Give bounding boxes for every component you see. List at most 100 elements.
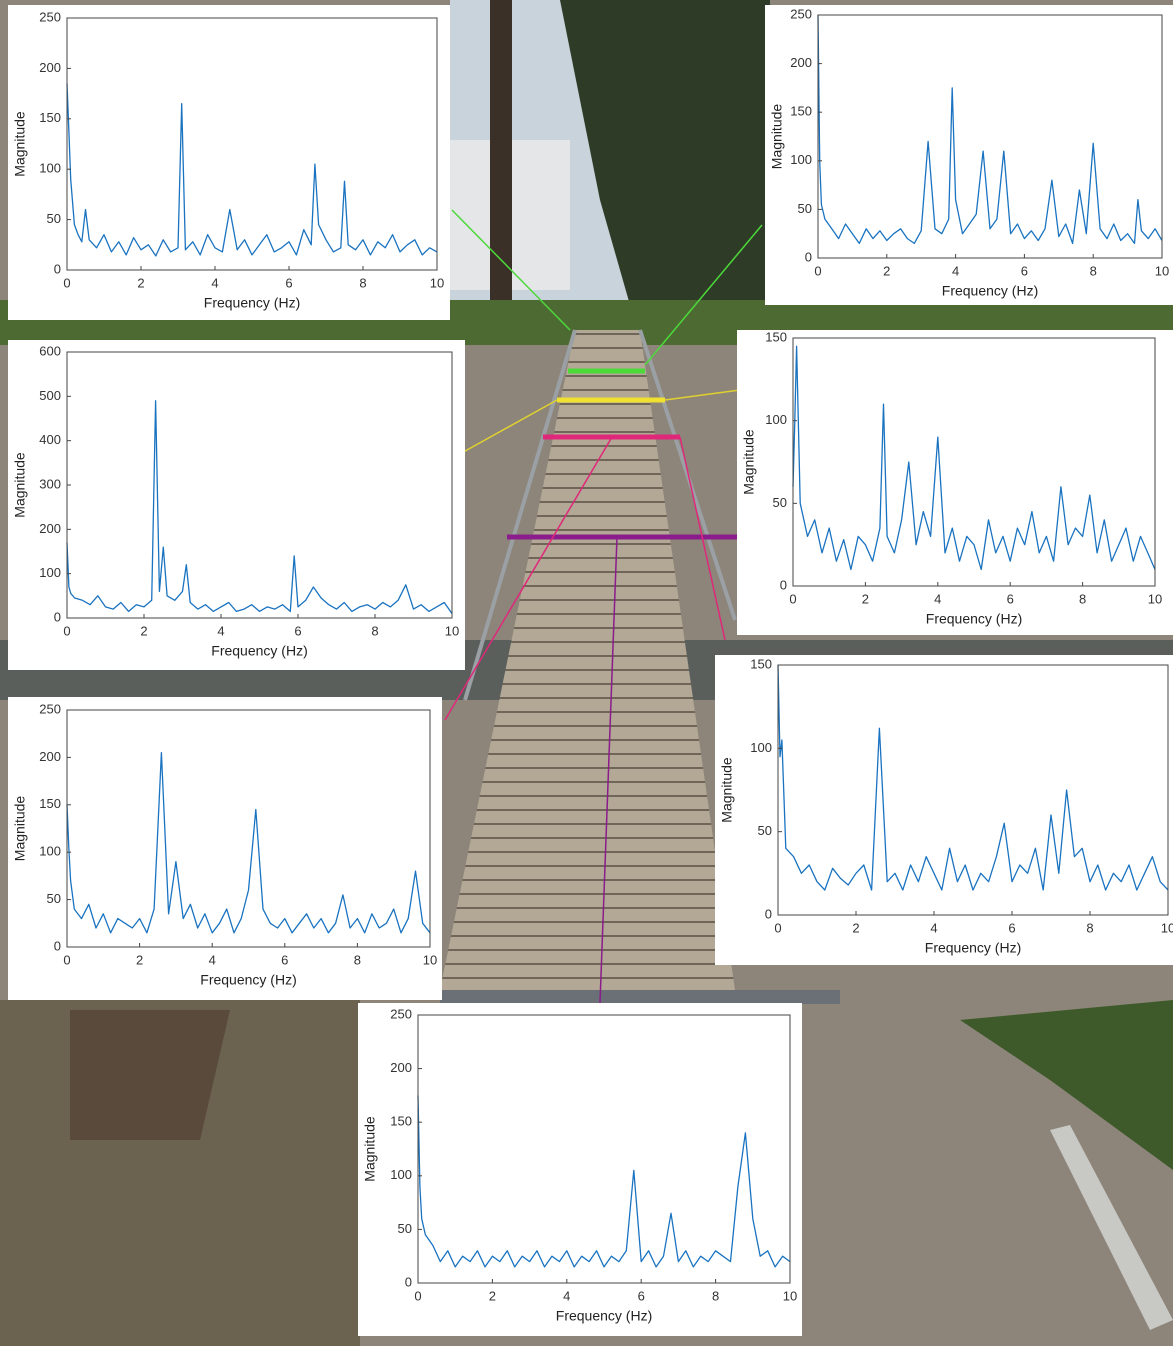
x-axis-label: Frequency (Hz) xyxy=(925,940,1021,956)
connector xyxy=(644,224,763,366)
panel-background xyxy=(715,655,1173,965)
plot-frame xyxy=(417,1014,791,1284)
y-axis-label: Magnitude xyxy=(12,796,28,862)
y-tick-label: 50 xyxy=(398,1221,412,1236)
bridge-edge xyxy=(440,990,840,1004)
connector xyxy=(599,536,618,1004)
spectrum-line xyxy=(66,83,438,257)
y-tick-label: 0 xyxy=(765,906,772,921)
plot-frame xyxy=(66,709,431,948)
y-tick-label: 100 xyxy=(39,844,61,859)
spectrum-line xyxy=(792,345,1156,571)
trees xyxy=(560,0,770,340)
y-tick-label: 200 xyxy=(39,521,61,536)
y-axis-label: Magnitude xyxy=(741,429,757,495)
y-tick-label: 150 xyxy=(750,656,772,671)
x-tick-label: 4 xyxy=(209,952,216,967)
panel-background xyxy=(8,340,465,670)
plot-frame xyxy=(817,14,1163,259)
y-tick-label: 200 xyxy=(790,55,812,70)
curb xyxy=(1050,1125,1173,1330)
x-tick-label: 2 xyxy=(136,952,143,967)
y-axis-label: Magnitude xyxy=(719,757,735,823)
y-tick-label: 0 xyxy=(54,261,61,276)
x-tick-label: 2 xyxy=(137,275,144,290)
x-tick-label: 0 xyxy=(774,920,781,935)
y-axis-label: Magnitude xyxy=(362,1116,378,1182)
manhole xyxy=(70,1010,230,1140)
x-tick-label: 2 xyxy=(489,1288,496,1303)
y-tick-label: 150 xyxy=(39,796,61,811)
y-tick-label: 150 xyxy=(390,1114,412,1129)
x-axis-label: Frequency (Hz) xyxy=(556,1308,652,1324)
x-tick-label: 10 xyxy=(423,952,437,967)
chart-panel: 0 100 200 300 400 500 600 0 2 4 6 8 10 Frequency (Hz)… xyxy=(8,340,465,670)
x-tick-label: 4 xyxy=(217,623,224,638)
x-axis-label: Frequency (Hz) xyxy=(211,643,307,659)
x-tick-label: 4 xyxy=(563,1288,570,1303)
x-tick-label: 4 xyxy=(952,263,959,278)
x-tick-label: 2 xyxy=(883,263,890,278)
railing xyxy=(463,329,577,701)
railing xyxy=(638,329,737,621)
x-tick-label: 0 xyxy=(789,591,796,606)
x-tick-label: 0 xyxy=(63,623,70,638)
connector xyxy=(679,436,726,641)
y-axis-label: Magnitude xyxy=(769,104,785,170)
y-tick-label: 50 xyxy=(773,495,787,510)
x-tick-label: 6 xyxy=(1021,263,1028,278)
x-tick-label: 10 xyxy=(783,1288,797,1303)
x-tick-label: 10 xyxy=(1148,591,1162,606)
y-tick-label: 50 xyxy=(758,823,772,838)
tree-trunk xyxy=(490,0,512,330)
x-tick-label: 6 xyxy=(1007,591,1014,606)
x-axis-label: Frequency (Hz) xyxy=(942,283,1038,299)
x-tick-label: 8 xyxy=(1090,263,1097,278)
x-tick-label: 8 xyxy=(354,952,361,967)
bridge-deck xyxy=(440,330,735,990)
x-tick-label: 0 xyxy=(414,1288,421,1303)
chart-panel: 0 50 100 150 200 250 0 2 4 6 8 10 Frequency (Hz) Magn… xyxy=(8,5,450,320)
y-tick-label: 100 xyxy=(390,1167,412,1182)
x-tick-label: 6 xyxy=(281,952,288,967)
chart-panel: 0 50 100 150 0 2 4 6 8 10 Frequency (Hz) Magnitude xyxy=(715,655,1173,965)
spectrum-line xyxy=(66,752,431,934)
y-tick-label: 0 xyxy=(54,938,61,953)
y-tick-label: 250 xyxy=(390,1006,412,1021)
x-tick-label: 10 xyxy=(430,275,444,290)
y-tick-label: 200 xyxy=(390,1060,412,1075)
x-tick-label: 8 xyxy=(359,275,366,290)
y-tick-label: 100 xyxy=(39,161,61,176)
x-tick-label: 8 xyxy=(371,623,378,638)
y-axis-label: Magnitude xyxy=(12,111,28,177)
x-tick-label: 10 xyxy=(1155,263,1169,278)
connector xyxy=(444,436,613,721)
panel-background xyxy=(765,5,1173,305)
y-tick-label: 50 xyxy=(47,891,61,906)
y-tick-label: 150 xyxy=(765,329,787,344)
panel-background xyxy=(8,5,450,320)
chart-panel: 0 50 100 150 200 250 0 2 4 6 8 10 Frequency (Hz) Magn… xyxy=(8,697,442,1000)
x-tick-label: 8 xyxy=(1086,920,1093,935)
x-tick-label: 6 xyxy=(638,1288,645,1303)
x-tick-label: 8 xyxy=(1079,591,1086,606)
x-tick-label: 4 xyxy=(211,275,218,290)
connector xyxy=(451,209,571,331)
x-axis-label: Frequency (Hz) xyxy=(200,972,296,988)
x-tick-label: 0 xyxy=(814,263,821,278)
spectrum-line xyxy=(417,1095,791,1268)
y-tick-label: 100 xyxy=(750,740,772,755)
x-tick-label: 4 xyxy=(934,591,941,606)
x-tick-label: 2 xyxy=(140,623,147,638)
x-tick-label: 2 xyxy=(862,591,869,606)
x-axis-label: Frequency (Hz) xyxy=(204,295,300,311)
panel-background xyxy=(8,697,442,1000)
spectrum-line xyxy=(817,14,1163,245)
connector xyxy=(664,389,741,401)
spectrum-line xyxy=(66,400,453,614)
y-tick-label: 150 xyxy=(790,104,812,119)
chart-panel: 0 50 100 150 200 250 0 2 4 6 8 10 Frequency (Hz) Magn… xyxy=(358,1003,802,1336)
plot-frame xyxy=(792,337,1156,587)
